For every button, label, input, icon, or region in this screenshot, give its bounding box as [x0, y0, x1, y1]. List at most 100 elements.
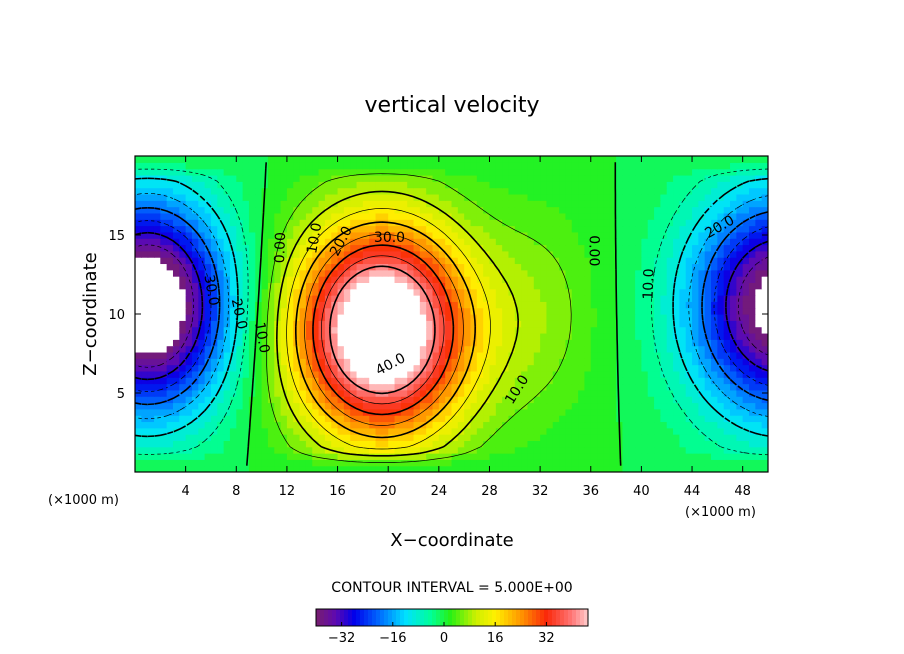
- field-cell: [704, 174, 712, 182]
- field-cell: [261, 434, 269, 441]
- field-cell: [210, 181, 218, 189]
- field-cell: [172, 187, 180, 195]
- field-cell: [147, 168, 155, 176]
- field-cell: [755, 295, 763, 302]
- field-cell: [647, 408, 655, 416]
- field-cell: [248, 206, 256, 214]
- field-cell: [394, 320, 402, 328]
- field-cell: [185, 427, 193, 435]
- field-cell: [527, 162, 535, 170]
- field-cell: [312, 332, 320, 340]
- field-cell: [141, 156, 149, 163]
- field-cell: [628, 187, 636, 195]
- field-cell: [540, 453, 548, 460]
- field-cell: [666, 288, 674, 296]
- field-cell: [502, 307, 510, 315]
- field-cell: [476, 212, 484, 220]
- field-cell: [723, 301, 731, 309]
- field-cell: [654, 269, 661, 277]
- field-cell: [286, 200, 294, 208]
- field-cell: [299, 181, 307, 189]
- field-cell: [299, 421, 307, 429]
- field-cell: [147, 276, 155, 283]
- field-cell: [407, 269, 415, 277]
- field-cell: [312, 263, 320, 271]
- field-cell: [438, 389, 446, 397]
- field-cell: [736, 465, 744, 472]
- field-cell: [217, 358, 225, 366]
- field-cell: [286, 206, 294, 214]
- field-cell: [603, 187, 611, 195]
- field-cell: [514, 250, 522, 258]
- field-cell: [742, 307, 750, 315]
- field-cell: [248, 250, 256, 258]
- field-cell: [660, 231, 668, 239]
- field-cell: [331, 219, 339, 227]
- field-cell: [280, 168, 288, 176]
- field-cell: [692, 212, 699, 220]
- field-cell: [331, 314, 339, 321]
- field-cell: [179, 206, 187, 214]
- field-cell: [432, 231, 440, 239]
- field-cell: [704, 307, 712, 315]
- field-cell: [673, 168, 680, 176]
- field-cell: [559, 168, 567, 176]
- field-cell: [628, 427, 636, 435]
- field-cell: [559, 402, 567, 410]
- field-cell: [540, 383, 548, 391]
- field-cell: [679, 408, 687, 416]
- field-cell: [293, 212, 301, 220]
- field-cell: [660, 187, 668, 195]
- field-cell: [153, 181, 161, 189]
- field-cell: [356, 332, 364, 340]
- field-cell: [185, 301, 193, 309]
- field-cell: [426, 339, 434, 347]
- field-cell: [628, 257, 636, 265]
- field-cell: [533, 238, 541, 246]
- field-cell: [242, 364, 250, 372]
- field-cell: [609, 269, 617, 277]
- field-cell: [457, 396, 465, 404]
- field-cell: [559, 238, 567, 246]
- field-cell: [400, 339, 408, 347]
- field-cell: [350, 307, 358, 315]
- field-cell: [647, 446, 655, 454]
- field-cell: [609, 200, 617, 208]
- field-cell: [229, 314, 237, 321]
- field-cell: [685, 282, 693, 290]
- field-cell: [426, 434, 434, 441]
- field-cell: [141, 459, 149, 467]
- field-cell: [654, 358, 661, 366]
- field-cell: [388, 295, 396, 302]
- field-cell: [312, 314, 320, 321]
- field-cell: [229, 269, 237, 277]
- field-cell: [438, 351, 446, 359]
- field-cell: [432, 288, 440, 296]
- field-cell: [236, 263, 244, 271]
- field-cell: [280, 187, 288, 195]
- field-cell: [185, 206, 193, 214]
- field-cell: [267, 301, 275, 309]
- field-cell: [356, 459, 364, 467]
- field-cell: [248, 231, 256, 239]
- field-cell: [711, 364, 718, 372]
- field-cell: [692, 193, 699, 201]
- field-cell: [616, 244, 624, 252]
- field-cell: [590, 181, 598, 189]
- field-cell: [318, 459, 326, 467]
- field-cell: [267, 219, 275, 227]
- field-cell: [426, 269, 434, 277]
- field-cell: [647, 358, 655, 366]
- field-cell: [318, 440, 326, 448]
- field-cell: [135, 168, 142, 176]
- field-cell: [540, 314, 548, 321]
- field-cell: [546, 174, 554, 182]
- field-cell: [451, 162, 459, 170]
- field-cell: [299, 219, 307, 227]
- field-cell: [723, 212, 731, 220]
- field-cell: [318, 269, 326, 277]
- field-cell: [616, 326, 624, 334]
- field-cell: [198, 440, 206, 448]
- field-cell: [191, 263, 199, 271]
- field-cell: [413, 263, 421, 271]
